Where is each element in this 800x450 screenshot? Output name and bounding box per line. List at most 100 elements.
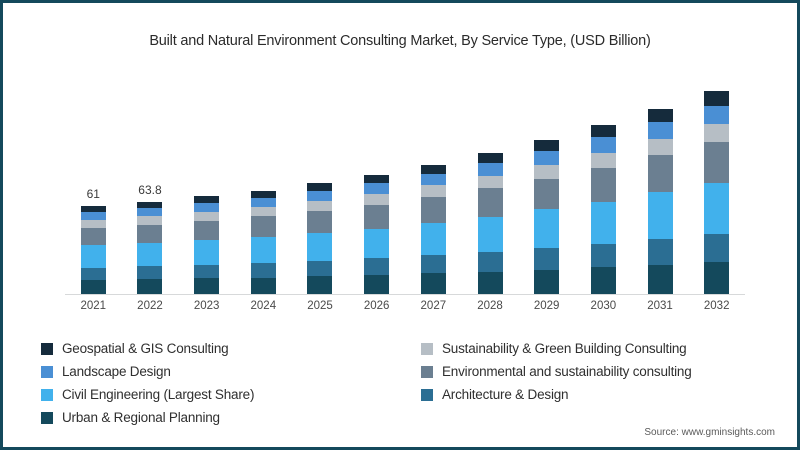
bar-group-2028[interactable] — [462, 75, 519, 294]
bar-segment[interactable] — [80, 211, 106, 220]
bar-segment[interactable] — [647, 122, 673, 139]
bar-segment[interactable] — [704, 91, 730, 106]
bar-stack-2030[interactable] — [590, 125, 616, 294]
bar-group-2032[interactable] — [688, 75, 745, 294]
bar-segment[interactable] — [590, 201, 616, 244]
bar-segment[interactable] — [364, 228, 390, 259]
bar-segment[interactable] — [137, 266, 163, 280]
bar-segment[interactable] — [534, 247, 560, 270]
bar-segment[interactable] — [364, 258, 390, 276]
bar-segment[interactable] — [250, 190, 276, 198]
bar-segment[interactable] — [364, 204, 390, 229]
bar-segment[interactable] — [307, 276, 333, 294]
bar-stack-2023[interactable] — [194, 196, 220, 294]
bar-segment[interactable] — [364, 194, 390, 205]
bar-segment[interactable] — [80, 205, 106, 212]
bar-segment[interactable] — [250, 237, 276, 264]
bar-segment[interactable] — [704, 124, 730, 143]
bar-group-2021[interactable]: 61 — [65, 75, 122, 294]
bar-segment[interactable] — [250, 207, 276, 217]
bar-segment[interactable] — [477, 271, 503, 294]
bar-stack-2021[interactable] — [80, 205, 106, 294]
bar-stack-2024[interactable] — [250, 190, 276, 294]
bar-segment[interactable] — [137, 201, 163, 209]
bar-stack-2025[interactable] — [307, 183, 333, 294]
bar-segment[interactable] — [590, 125, 616, 138]
bar-segment[interactable] — [250, 197, 276, 208]
bar-segment[interactable] — [364, 275, 390, 294]
bar-stack-2032[interactable] — [704, 91, 730, 294]
bar-segment[interactable] — [590, 167, 616, 202]
legend-item[interactable]: Landscape Design — [41, 360, 421, 383]
bar-segment[interactable] — [80, 227, 106, 246]
bar-stack-2028[interactable] — [477, 152, 503, 294]
bar-group-2025[interactable] — [292, 75, 349, 294]
bar-segment[interactable] — [194, 196, 220, 204]
bar-segment[interactable] — [590, 152, 616, 168]
bar-stack-2029[interactable] — [534, 139, 560, 294]
bar-segment[interactable] — [194, 278, 220, 294]
bar-segment[interactable] — [307, 260, 333, 277]
bar-segment[interactable] — [647, 264, 673, 294]
bar-segment[interactable] — [364, 183, 390, 195]
bar-segment[interactable] — [137, 208, 163, 217]
bar-segment[interactable] — [647, 192, 673, 239]
bar-group-2029[interactable] — [518, 75, 575, 294]
bar-segment[interactable] — [704, 233, 730, 262]
bar-segment[interactable] — [590, 243, 616, 268]
bar-segment[interactable] — [250, 216, 276, 238]
bar-segment[interactable] — [477, 175, 503, 189]
bar-segment[interactable] — [647, 138, 673, 156]
bar-segment[interactable] — [477, 188, 503, 217]
bar-group-2022[interactable]: 63.8 — [122, 75, 179, 294]
bar-group-2027[interactable] — [405, 75, 462, 294]
bar-segment[interactable] — [477, 152, 503, 163]
bar-segment[interactable] — [137, 243, 163, 267]
bar-segment[interactable] — [307, 191, 333, 202]
bar-segment[interactable] — [80, 219, 106, 228]
bar-segment[interactable] — [194, 220, 220, 241]
bar-segment[interactable] — [647, 155, 673, 193]
bar-stack-2027[interactable] — [420, 164, 446, 294]
bar-segment[interactable] — [477, 216, 503, 252]
bar-segment[interactable] — [704, 261, 730, 294]
legend-item[interactable]: Civil Engineering (Largest Share) — [41, 383, 421, 406]
bar-segment[interactable] — [420, 273, 446, 294]
legend-item[interactable]: Geospatial & GIS Consulting — [41, 337, 421, 360]
bar-segment[interactable] — [364, 174, 390, 184]
bar-stack-2022[interactable] — [137, 201, 163, 294]
bar-segment[interactable] — [647, 238, 673, 265]
bar-group-2024[interactable] — [235, 75, 292, 294]
bar-segment[interactable] — [420, 255, 446, 274]
bar-segment[interactable] — [477, 251, 503, 272]
bar-group-2031[interactable] — [632, 75, 689, 294]
bar-segment[interactable] — [194, 264, 220, 279]
legend-item[interactable]: Sustainability & Green Building Consulti… — [421, 337, 771, 360]
bar-segment[interactable] — [590, 267, 616, 294]
bar-segment[interactable] — [534, 178, 560, 210]
bar-segment[interactable] — [194, 211, 220, 221]
bar-segment[interactable] — [590, 137, 616, 153]
bar-segment[interactable] — [194, 240, 220, 265]
bar-segment[interactable] — [704, 182, 730, 234]
bar-segment[interactable] — [647, 108, 673, 123]
bar-segment[interactable] — [420, 185, 446, 198]
bar-segment[interactable] — [704, 142, 730, 183]
bar-segment[interactable] — [420, 222, 446, 256]
bar-stack-2031[interactable] — [647, 108, 673, 294]
legend-item[interactable]: Urban & Regional Planning — [41, 406, 421, 429]
bar-segment[interactable] — [307, 201, 333, 212]
bar-segment[interactable] — [307, 233, 333, 261]
bar-segment[interactable] — [534, 150, 560, 165]
bar-segment[interactable] — [704, 105, 730, 125]
bar-segment[interactable] — [137, 224, 163, 244]
bar-segment[interactable] — [534, 209, 560, 248]
bar-segment[interactable] — [420, 197, 446, 223]
bar-segment[interactable] — [80, 267, 106, 280]
bar-segment[interactable] — [307, 211, 333, 234]
bar-segment[interactable] — [420, 164, 446, 174]
bar-segment[interactable] — [477, 162, 503, 176]
bar-segment[interactable] — [250, 263, 276, 278]
legend-item[interactable]: Environmental and sustainability consult… — [421, 360, 771, 383]
bar-segment[interactable] — [250, 277, 276, 294]
